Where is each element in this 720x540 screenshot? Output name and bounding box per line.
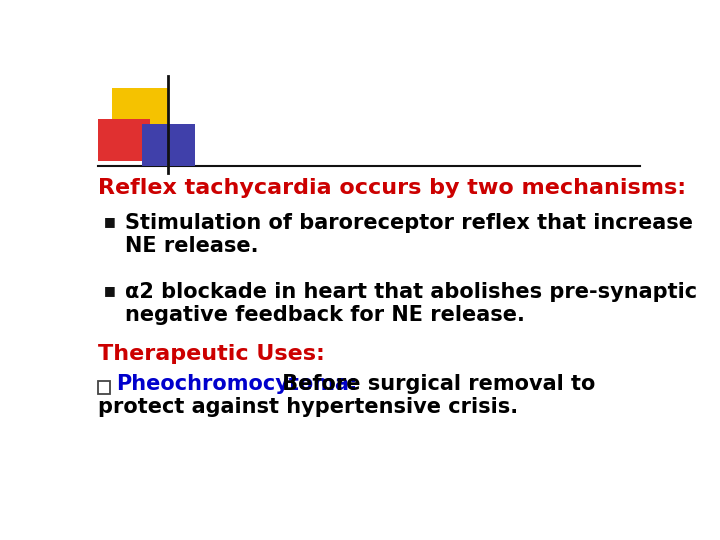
- Text: α2 blockade in heart that abolishes pre-synaptic: α2 blockade in heart that abolishes pre-…: [125, 282, 697, 302]
- Text: negative feedback for NE release.: negative feedback for NE release.: [125, 305, 525, 325]
- Bar: [98, 381, 110, 394]
- Bar: [142, 124, 194, 166]
- Text: ■: ■: [104, 284, 116, 297]
- Text: protect against hypertensive crisis.: protect against hypertensive crisis.: [98, 397, 518, 417]
- Text: Reflex tachycardia occurs by two mechanisms:: Reflex tachycardia occurs by two mechani…: [98, 178, 686, 198]
- Text: Before surgical removal to: Before surgical removal to: [275, 374, 595, 394]
- Text: Pheochromocytoma:: Pheochromocytoma:: [117, 374, 358, 394]
- Bar: [98, 119, 150, 161]
- Text: NE release.: NE release.: [125, 236, 258, 256]
- Text: Stimulation of baroreceptor reflex that increase: Stimulation of baroreceptor reflex that …: [125, 213, 693, 233]
- Text: ■: ■: [104, 215, 116, 228]
- Bar: [112, 88, 168, 138]
- Text: Therapeutic Uses:: Therapeutic Uses:: [98, 343, 325, 363]
